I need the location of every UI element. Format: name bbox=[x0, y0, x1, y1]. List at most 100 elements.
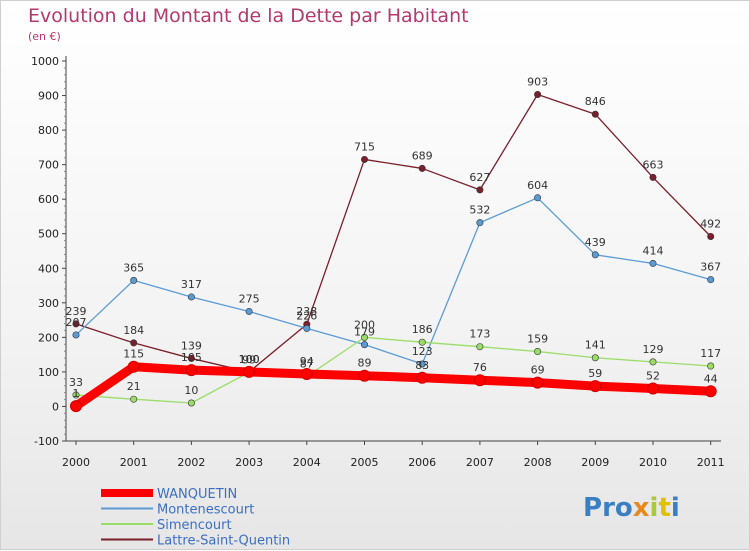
data-label: 532 bbox=[469, 204, 490, 217]
data-label: 365 bbox=[123, 261, 144, 274]
data-label: 179 bbox=[354, 326, 375, 339]
data-label: 59 bbox=[588, 367, 602, 380]
data-label: 141 bbox=[585, 339, 606, 352]
data-point bbox=[476, 219, 484, 227]
data-label: 689 bbox=[412, 149, 433, 162]
data-point bbox=[130, 276, 138, 284]
legend-label: Montenescourt bbox=[157, 503, 254, 518]
data-label: 439 bbox=[585, 236, 606, 249]
x-tick-label: 2007 bbox=[466, 456, 494, 469]
data-point bbox=[649, 173, 657, 181]
data-point bbox=[72, 320, 80, 328]
x-tick-label: 2008 bbox=[524, 456, 552, 469]
data-point bbox=[360, 341, 368, 349]
series-line-montenescourt bbox=[75, 197, 712, 365]
data-point bbox=[360, 333, 368, 341]
data-point bbox=[591, 251, 599, 259]
legend-label: Simencourt bbox=[157, 518, 232, 533]
y-tick-label: 600 bbox=[38, 193, 59, 206]
data-point bbox=[360, 155, 368, 163]
x-tick-label: 2000 bbox=[62, 456, 90, 469]
data-label: 663 bbox=[643, 158, 664, 171]
x-tick-label: 2001 bbox=[120, 456, 148, 469]
x-tick-label: 2003 bbox=[235, 456, 263, 469]
y-tick-label: 700 bbox=[38, 159, 59, 172]
y-tick-label: 0 bbox=[52, 400, 59, 413]
data-label: 414 bbox=[643, 244, 664, 257]
data-label: 903 bbox=[527, 76, 548, 89]
data-point bbox=[187, 293, 195, 301]
data-label: 159 bbox=[527, 333, 548, 346]
data-label: 239 bbox=[66, 305, 87, 318]
data-point bbox=[476, 343, 484, 351]
data-point bbox=[300, 367, 313, 380]
data-label: 105 bbox=[181, 351, 202, 364]
data-point bbox=[187, 354, 195, 362]
series-line-lattre-saint-quentin bbox=[75, 93, 712, 373]
data-point bbox=[534, 194, 542, 202]
data-label: 21 bbox=[127, 380, 141, 393]
data-point bbox=[418, 338, 426, 346]
data-point bbox=[589, 380, 602, 393]
data-label: 627 bbox=[469, 171, 490, 184]
data-point bbox=[187, 399, 195, 407]
data-point bbox=[647, 382, 659, 395]
data-label: 10 bbox=[184, 384, 198, 397]
x-tick-label: 2010 bbox=[639, 456, 667, 469]
y-tick-label: 400 bbox=[38, 262, 59, 275]
data-label: 200 bbox=[354, 318, 375, 331]
data-label: 715 bbox=[354, 140, 375, 153]
data-label: 83 bbox=[415, 359, 429, 372]
data-label: 99 bbox=[242, 353, 256, 366]
data-label: 226 bbox=[296, 309, 317, 322]
data-label: 94 bbox=[300, 355, 314, 368]
legend-label: WANQUETIN bbox=[157, 487, 237, 502]
data-point bbox=[704, 385, 717, 398]
y-tick-label: 500 bbox=[38, 228, 59, 241]
data-label: 33 bbox=[69, 376, 83, 389]
data-label: 367 bbox=[700, 261, 721, 274]
data-point bbox=[649, 358, 657, 366]
legend-label: Lattre-Saint-Quentin bbox=[157, 534, 290, 549]
y-tick-label: 100 bbox=[38, 366, 59, 379]
y-tick-label: -100 bbox=[34, 435, 59, 448]
data-label: 115 bbox=[123, 348, 144, 361]
data-label: 87 bbox=[300, 357, 314, 370]
data-point bbox=[185, 364, 198, 377]
data-label: 604 bbox=[527, 179, 548, 192]
y-tick-label: 800 bbox=[38, 124, 59, 137]
data-point bbox=[416, 371, 429, 384]
data-label: 129 bbox=[643, 343, 664, 356]
data-label: 69 bbox=[531, 364, 545, 377]
data-label: 317 bbox=[181, 278, 202, 291]
data-point bbox=[534, 348, 542, 356]
data-point bbox=[243, 365, 256, 378]
data-label: 846 bbox=[585, 95, 606, 108]
data-label: 492 bbox=[700, 217, 721, 230]
proxiti-logo: Proxiti bbox=[583, 493, 680, 523]
data-label: 44 bbox=[704, 372, 718, 385]
data-point bbox=[72, 391, 80, 399]
data-label: 76 bbox=[473, 361, 487, 374]
data-label: 275 bbox=[239, 292, 260, 305]
chart-title: Evolution du Montant de la Dette par Hab… bbox=[28, 5, 469, 27]
y-tick-label: 900 bbox=[38, 90, 59, 103]
data-label: 89 bbox=[358, 357, 372, 370]
data-point bbox=[473, 374, 486, 387]
data-label: 1 bbox=[73, 387, 80, 400]
data-label: 100 bbox=[239, 353, 260, 366]
data-label: 139 bbox=[181, 339, 202, 352]
data-point bbox=[418, 164, 426, 172]
x-tick-label: 2006 bbox=[408, 456, 436, 469]
data-label: 238 bbox=[296, 305, 317, 318]
series-line-wanquetin bbox=[71, 362, 716, 411]
data-point bbox=[476, 186, 484, 194]
data-label: 207 bbox=[66, 316, 87, 329]
data-point bbox=[707, 232, 715, 240]
data-point bbox=[707, 362, 715, 370]
data-label: 123 bbox=[412, 345, 433, 358]
data-point bbox=[649, 259, 657, 267]
series-line-simencourt bbox=[75, 336, 712, 404]
data-label: 100 bbox=[239, 353, 260, 366]
